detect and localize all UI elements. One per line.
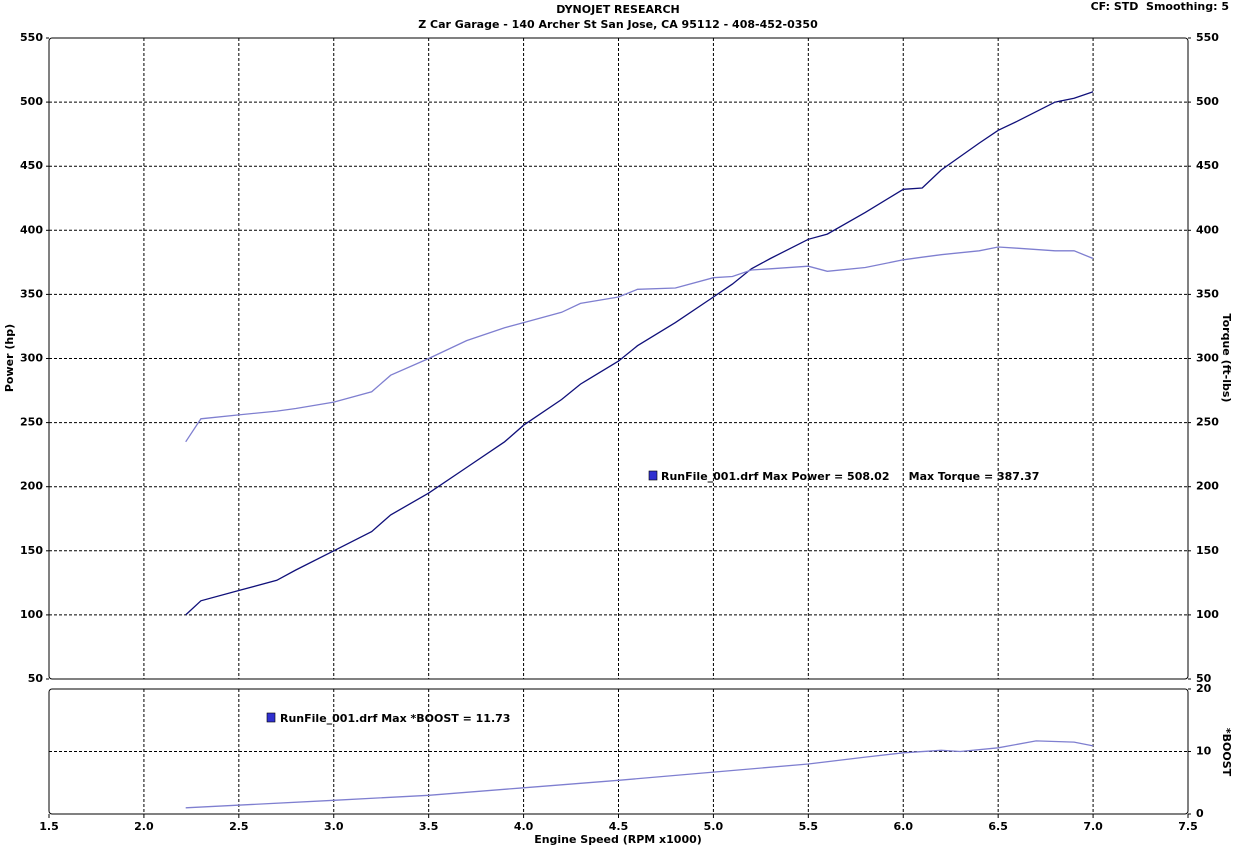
x-tick-label: 7.0 — [1083, 820, 1103, 833]
y2-tick-label: 300 — [1196, 352, 1219, 365]
y2-tick-label: 10 — [1196, 745, 1212, 758]
series-line — [185, 246, 1094, 443]
x-tick-label: 5.5 — [799, 820, 819, 833]
y-axis-label: Power (hp) — [3, 324, 16, 392]
y2-tick-label: 150 — [1196, 544, 1219, 557]
y2-tick-label: 0 — [1196, 807, 1204, 820]
x-tick-label: 7.5 — [1178, 820, 1198, 833]
y-tick-label: 400 — [20, 223, 43, 236]
y-tick-label: 450 — [20, 159, 43, 172]
x-tick-label: 5.0 — [704, 820, 724, 833]
y2-tick-label: 400 — [1196, 223, 1219, 236]
y-tick-label: 150 — [20, 544, 43, 557]
x-tick-label: 3.0 — [324, 820, 344, 833]
y2-tick-label: 500 — [1196, 95, 1219, 108]
chart-subtitle: Z Car Garage - 140 Archer St San Jose, C… — [418, 18, 818, 31]
x-tick-label: 2.5 — [229, 820, 249, 833]
series-line — [185, 740, 1094, 809]
y2-tick-label: 200 — [1196, 480, 1219, 493]
x-tick-label: 6.5 — [988, 820, 1008, 833]
y-tick-label: 500 — [20, 95, 43, 108]
y-tick-label: 300 — [20, 352, 43, 365]
x-tick-label: 1.5 — [39, 820, 59, 833]
x-tick-label: 4.0 — [514, 820, 534, 833]
y-tick-label: 100 — [20, 608, 43, 621]
y2-tick-label: 100 — [1196, 608, 1219, 621]
y-tick-label: 550 — [20, 31, 43, 44]
annotation: RunFile_001.drf Max *BOOST = 11.73 — [280, 712, 510, 725]
y-tick-label: 250 — [20, 416, 43, 429]
chart-title: DYNOJET RESEARCH — [556, 3, 679, 16]
boost-axis-label: *BOOST — [1220, 728, 1233, 777]
series-line — [185, 91, 1094, 616]
x-tick-label: 2.0 — [134, 820, 154, 833]
y2-tick-label: 350 — [1196, 287, 1219, 300]
y-tick-label: 350 — [20, 287, 43, 300]
legend-icon — [648, 470, 658, 481]
y2-tick-label: 20 — [1196, 682, 1212, 695]
y2-tick-label: 250 — [1196, 416, 1219, 429]
y2-tick-label: 50 — [1196, 672, 1212, 685]
x-tick-label: 4.5 — [609, 820, 629, 833]
y-tick-label: 50 — [28, 672, 44, 685]
settings-text: CF: STD Smoothing: 5 — [1091, 0, 1229, 13]
legend-icon — [266, 712, 276, 723]
x-tick-label: 6.0 — [894, 820, 914, 833]
x-tick-label: 3.5 — [419, 820, 439, 833]
y-tick-label: 200 — [20, 480, 43, 493]
annotation: RunFile_001.drf Max Power = 508.02 Max T… — [661, 470, 1039, 483]
y2-axis-label: Torque (ft-lbs) — [1220, 314, 1233, 403]
x-axis-label: Engine Speed (RPM x1000) — [534, 833, 702, 846]
y2-tick-label: 450 — [1196, 159, 1219, 172]
y2-tick-label: 550 — [1196, 31, 1219, 44]
